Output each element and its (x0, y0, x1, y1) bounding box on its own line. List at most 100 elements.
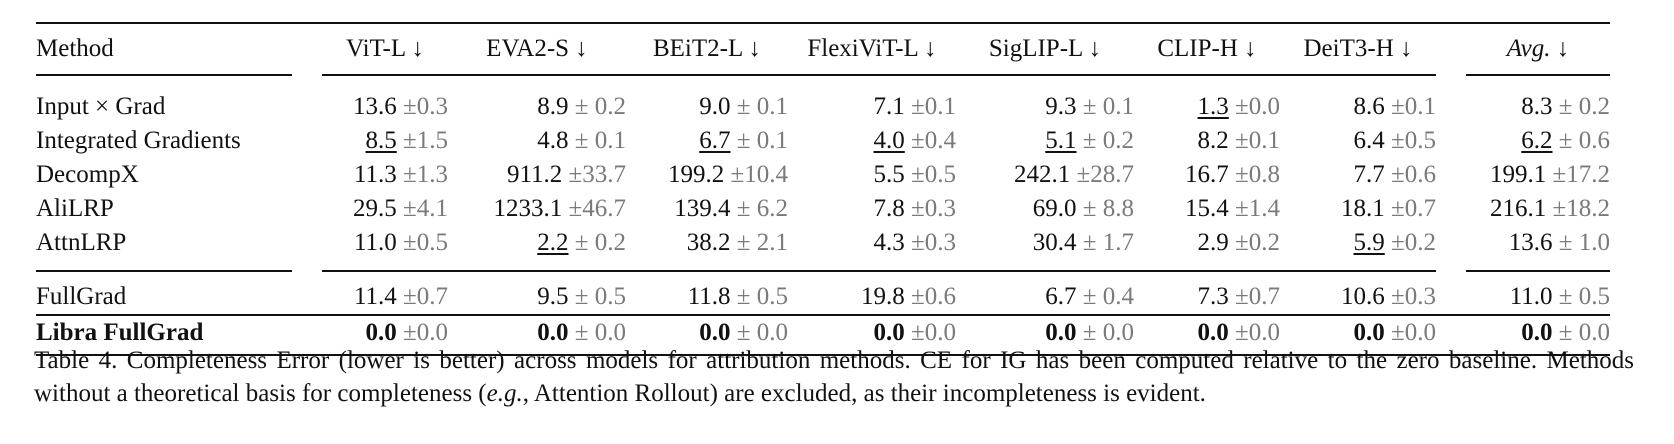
method-name-cell: Input × Grad (36, 93, 166, 120)
column-gap (292, 271, 322, 316)
mean-value: 9.3 (1045, 93, 1077, 120)
std-value: ±0.3 (1391, 283, 1436, 310)
mean-value: 11.4 (353, 283, 397, 310)
score-cell: 18.1 ±0.7 (1280, 192, 1436, 226)
mean-value: 6.7 (1045, 283, 1077, 310)
mean-value: 4.8 (537, 127, 569, 154)
std-value: ± 0.0 (1082, 319, 1134, 346)
std-value: ± 0.0 (1558, 319, 1610, 346)
std-value: ±0.5 (1391, 127, 1436, 154)
score-cell: 0.0 ± 0.0 (956, 315, 1134, 356)
std-value: ± 1.0 (1558, 229, 1610, 256)
std-value: ±1.4 (1235, 195, 1280, 222)
score-cell: 199.2 ±10.4 (626, 158, 788, 192)
std-value: ±0.1 (1235, 127, 1280, 154)
header-row: Method ViT-L ↓ EVA2-S ↓ BEiT2-L ↓ FlexiV… (36, 22, 1610, 76)
std-value: ± 0.1 (736, 127, 788, 154)
score-cell: 16.7 ±0.8 (1134, 158, 1280, 192)
avg-score-cell: 13.6 ± 1.0 (1466, 226, 1610, 272)
header-gap (292, 22, 322, 75)
std-value: ± 0.1 (574, 127, 626, 154)
std-value: ± 1.7 (1082, 229, 1134, 256)
std-value: ± 0.4 (1082, 283, 1134, 310)
std-value: ±1.3 (403, 161, 448, 188)
avg-score-cell: 216.1 ±18.2 (1466, 192, 1610, 226)
std-value: ±0.5 (911, 161, 956, 188)
mean-value: 5.9 (1353, 229, 1385, 256)
fullgrad-methods-group: FullGrad 11.4 ±0.7 9.5 ± 0.5 11.8 ± 0.5 19.8… (36, 271, 1610, 356)
mean-value: 69.0 (1032, 195, 1077, 222)
std-value: ±0.1 (1391, 93, 1436, 120)
score-cell: 38.2 ± 2.1 (626, 226, 788, 272)
score-cell: 19.8 ±0.6 (788, 271, 956, 316)
mean-value: 7.8 (873, 195, 905, 222)
score-cell: 139.4 ± 6.2 (626, 192, 788, 226)
table-row: DecompX 11.3 ±1.3 911.2 ±33.7 199.2 ±10.4 5.… (36, 158, 1610, 192)
mean-value: 10.6 (1341, 283, 1385, 310)
score-cell: 6.7 ± 0.4 (956, 271, 1134, 316)
std-value: ± 0.5 (1558, 283, 1610, 310)
avg-score-cell: 11.0 ± 0.5 (1466, 271, 1610, 316)
mean-value: 242.1 (1014, 161, 1071, 188)
mean-value: 16.7 (1185, 161, 1229, 188)
score-cell: 4.3 ±0.3 (788, 226, 956, 272)
score-cell: 0.0 ±0.0 (322, 315, 448, 356)
model-header-vit-l: ViT-L ↓ (322, 22, 448, 76)
column-gap (1436, 158, 1466, 192)
mean-value: 6.2 (1521, 127, 1553, 154)
std-value: ± 0.1 (736, 93, 788, 120)
std-value: ±0.0 (1235, 319, 1280, 346)
mean-value: 2.9 (1197, 229, 1229, 256)
score-cell: 11.0 ±0.5 (322, 226, 448, 272)
mean-value: 0.0 (1045, 319, 1077, 346)
std-value: ±0.6 (1391, 161, 1436, 188)
std-value: ± 0.2 (574, 93, 626, 120)
mean-value: 9.0 (699, 93, 731, 120)
score-cell: 1.3 ±0.0 (1134, 75, 1280, 124)
method-name-cell: FullGrad (36, 271, 292, 316)
score-cell: 6.7 ± 0.1 (626, 124, 788, 158)
score-cell: 9.5 ± 0.5 (448, 271, 626, 316)
std-value: ±0.7 (403, 283, 448, 310)
score-cell: 0.0 ±0.0 (1134, 315, 1280, 356)
method-name-cell: Libra FullGrad (36, 315, 292, 356)
score-cell: 0.0 ± 0.0 (626, 315, 788, 356)
score-cell: 10.6 ±0.3 (1280, 271, 1436, 316)
std-value: ±0.7 (1235, 283, 1280, 310)
table-row: FullGrad 11.4 ±0.7 9.5 ± 0.5 11.8 ± 0.5 19.8… (36, 271, 1610, 316)
std-value: ±4.1 (403, 195, 448, 222)
mean-value: 11.0 (353, 229, 397, 256)
std-value: ±17.2 (1552, 161, 1610, 188)
method-name-cell: AttnLRP (36, 226, 292, 272)
std-value: ±18.2 (1552, 195, 1610, 222)
column-gap (292, 192, 322, 226)
mean-value: 0.0 (1197, 319, 1229, 346)
mean-value: 5.1 (1045, 127, 1077, 154)
std-value: ±0.3 (911, 195, 956, 222)
score-cell: 5.5 ±0.5 (788, 158, 956, 192)
table-row: Integrated Gradients 8.5 ±1.5 4.8 ± 0.1 6.7… (36, 124, 1610, 158)
mean-value: 6.4 (1353, 127, 1385, 154)
std-value: ± 0.2 (574, 229, 626, 256)
score-cell: 4.8 ± 0.1 (448, 124, 626, 158)
mean-value: 38.2 (686, 229, 731, 256)
std-value: ±0.8 (1235, 161, 1280, 188)
std-value: ± 0.0 (574, 319, 626, 346)
std-value: ± 0.1 (1082, 93, 1134, 120)
std-value: ± 0.5 (574, 283, 626, 310)
score-cell: 0.0 ± 0.0 (448, 315, 626, 356)
std-value: ± 0.2 (1082, 127, 1134, 154)
mean-value: 7.3 (1197, 283, 1229, 310)
score-cell: 11.8 ± 0.5 (626, 271, 788, 316)
mean-value: 30.4 (1032, 229, 1077, 256)
score-cell: 7.3 ±0.7 (1134, 271, 1280, 316)
mean-value: 139.4 (674, 195, 731, 222)
std-value: ± 0.6 (1558, 127, 1610, 154)
mean-value: 8.2 (1197, 127, 1229, 154)
mean-value: 0.0 (1353, 319, 1385, 346)
mean-value: 13.6 (1508, 229, 1553, 256)
table-row: Libra FullGrad 0.0 ±0.0 0.0 ± 0.0 0.0 ± 0.0… (36, 315, 1610, 356)
mean-value: 29.5 (353, 195, 397, 222)
score-cell: 5.9 ±0.2 (1280, 226, 1436, 272)
score-cell: 2.9 ±0.2 (1134, 226, 1280, 272)
